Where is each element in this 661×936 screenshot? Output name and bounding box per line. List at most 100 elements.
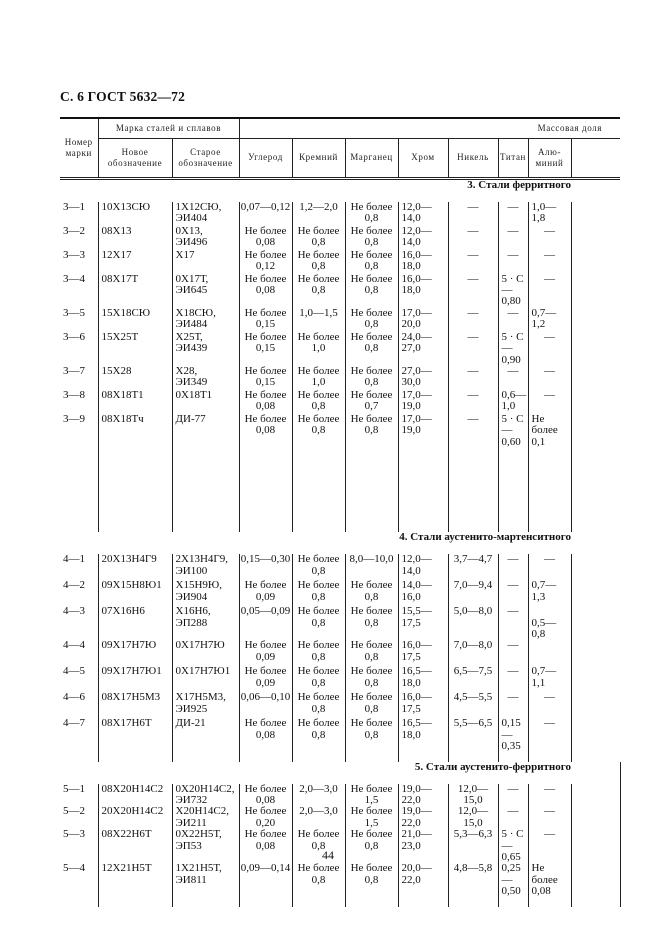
cell-number: 4—2 xyxy=(63,579,85,592)
cell-number: 3—9 xyxy=(63,412,85,425)
cell-empty xyxy=(570,249,621,274)
cell-titanium: — xyxy=(497,553,528,581)
filler-cell xyxy=(570,752,621,762)
section-title-empty xyxy=(571,761,621,784)
cell-new-grade: 09Х17Н7Ю1 xyxy=(97,666,172,693)
table-row: 3—8 08Х18Т1 0Х18Т1 Не более 0,08 Не более 0,… xyxy=(60,389,621,414)
cell-number: 3—1 xyxy=(63,200,85,213)
cell-manganese: Не более 0,8 xyxy=(344,579,398,607)
cell-titanium: — xyxy=(497,783,528,807)
cell-silicon: 1,2—2,0 xyxy=(291,201,345,226)
cell-old-grade: Х16Н6, ЭП288 xyxy=(171,605,239,641)
cell-manganese: Не более 0,8 xyxy=(344,249,398,274)
cell-chromium: 16,0—17,5 xyxy=(397,640,448,667)
header-nickel: Никель xyxy=(447,138,498,180)
section-title-row: 5. Стали аустенито-ферритного xyxy=(60,761,621,784)
filler-cell xyxy=(60,753,98,762)
table-row: 3—7 15Х28 Х28, ЭИ349 Не более 0,15 Не более … xyxy=(60,364,621,390)
table-row: 3—5 15Х18СЮ Х18СЮ, ЭИ484 Не более 0,15 1,0—1… xyxy=(60,307,621,332)
cell-silicon: Не более 0,8 xyxy=(291,718,345,753)
cell-old-grade: 0Х17Т, ЭИ645 xyxy=(171,273,239,308)
filler-cell xyxy=(527,448,571,533)
cell-manganese: Не более 1,5 xyxy=(344,806,398,830)
cell-titanium: 5 · С —0,80 xyxy=(497,273,528,308)
cell-nickel: 7,0—8,0 xyxy=(447,640,498,667)
cell-aluminium: 0,7— 1,1 xyxy=(527,666,571,693)
section-title: 3. Стали ферритного xyxy=(467,178,571,191)
cell-nickel: 5,0—8,0 xyxy=(447,605,498,641)
cell-old-grade: 0Х22Н5Т, ЭП53 xyxy=(171,828,239,864)
filler-cell xyxy=(97,448,172,533)
cell-nickel: — xyxy=(447,413,498,449)
cell-chromium: 15,5—17,5 xyxy=(397,605,448,641)
cell-old-grade: 0Х13, ЭИ496 xyxy=(171,225,239,250)
cell-old-grade: Х28, ЭИ349 xyxy=(171,365,239,390)
cell-old-grade: Х17Н5М3, ЭИ925 xyxy=(171,692,239,719)
cell-aluminium: — xyxy=(527,692,571,719)
cell-empty xyxy=(570,201,621,226)
cell-chromium: 12,0—14,0 xyxy=(397,201,448,226)
cell-old-grade: Х17 xyxy=(171,249,239,274)
cell-number: 4—6 xyxy=(63,691,85,704)
cell-manganese: Не более 0,8 xyxy=(344,640,398,667)
cell-carbon: Не более 0,15 xyxy=(238,331,292,366)
cell-manganese: Не более 0,8 xyxy=(344,331,398,366)
cell-empty xyxy=(570,718,621,753)
cell-nickel: — xyxy=(447,331,498,366)
cell-new-grade: 12Х17 xyxy=(97,249,172,274)
cell-silicon: Не более 1,0 xyxy=(291,365,345,390)
cell-manganese: 8,0—10,0 xyxy=(344,553,398,581)
cell-carbon: Не более 0,08 xyxy=(238,225,292,250)
cell-new-grade: 07Х16Н6 xyxy=(97,605,172,641)
cell-empty xyxy=(570,692,621,719)
cell-silicon: Не более 0,8 xyxy=(291,225,345,250)
cell-number: 5—3 xyxy=(63,828,85,841)
cell-empty xyxy=(570,413,621,449)
section-title-row: 3. Стали ферритного xyxy=(60,178,620,202)
header-chromium: Хром xyxy=(397,138,448,180)
cell-number: 4—4 xyxy=(63,639,85,652)
cell-empty xyxy=(570,273,621,308)
cell-empty xyxy=(570,806,621,830)
cell-number: 3—4 xyxy=(63,272,85,285)
filler-cell xyxy=(397,448,448,533)
filler-cell xyxy=(397,897,448,907)
cell-chromium: 24,0—27,0 xyxy=(397,331,448,366)
cell-nickel: 4,5—5,5 xyxy=(447,692,498,719)
cell-titanium: — xyxy=(497,692,528,719)
cell-number: 3—7 xyxy=(63,364,85,377)
cell-new-grade: 20Х20Н14С2 xyxy=(97,806,172,830)
table-row: 3—9 08Х18Тч ДИ-77 Не более 0,08 Не более 0,8… xyxy=(60,412,621,449)
cell-old-grade: ДИ-21 xyxy=(171,718,239,753)
filler-cell xyxy=(447,897,498,907)
table-row: 4—5 09Х17Н7Ю1 0Х17Н7Ю1 Не более 0,09 Не боле… xyxy=(60,666,621,693)
cell-titanium: 0,15— 0,35 xyxy=(497,718,528,753)
cell-carbon: Не более 0,08 xyxy=(238,413,292,449)
header-mass-fraction: Массовая доля xyxy=(238,117,621,139)
cell-carbon: Не более 0,09 xyxy=(238,666,292,693)
cell-manganese: Не более 0,8 xyxy=(344,666,398,693)
cell-chromium: 19,0—22,0 xyxy=(397,783,448,807)
cell-silicon: Не более 0,8 xyxy=(291,413,345,449)
section-title-empty xyxy=(571,178,620,202)
cell-carbon: Не более 0,12 xyxy=(238,249,292,274)
filler-cell xyxy=(171,752,239,762)
cell-aluminium: 0,5— 0,8 xyxy=(527,606,571,641)
cell-nickel: — xyxy=(447,389,498,414)
cell-new-grade: 15Х18СЮ xyxy=(97,307,172,332)
filler-cell xyxy=(497,448,528,533)
cell-silicon: Не более 0,8 xyxy=(291,579,345,607)
cell-carbon: 0,06—0,10 xyxy=(238,692,292,719)
cell-silicon: Не более 1,0 xyxy=(291,331,345,366)
cell-empty xyxy=(570,863,621,898)
cell-titanium: — xyxy=(497,579,528,607)
cell-chromium: 16,0—18,0 xyxy=(397,249,448,274)
cell-titanium: — xyxy=(497,806,528,830)
cell-silicon: Не более 0,8 xyxy=(291,249,345,274)
cell-silicon: Не более 0,8 xyxy=(291,828,345,864)
cell-old-grade: Х25Т, ЭИ439 xyxy=(171,331,239,366)
cell-aluminium: — xyxy=(527,828,571,864)
table-row: 3—2 08Х13 0Х13, ЭИ496 Не более 0,08 Не более… xyxy=(60,225,621,250)
cell-new-grade: 08Х18Тч xyxy=(97,413,172,449)
cell-chromium: 16,0—17,5 xyxy=(397,692,448,719)
